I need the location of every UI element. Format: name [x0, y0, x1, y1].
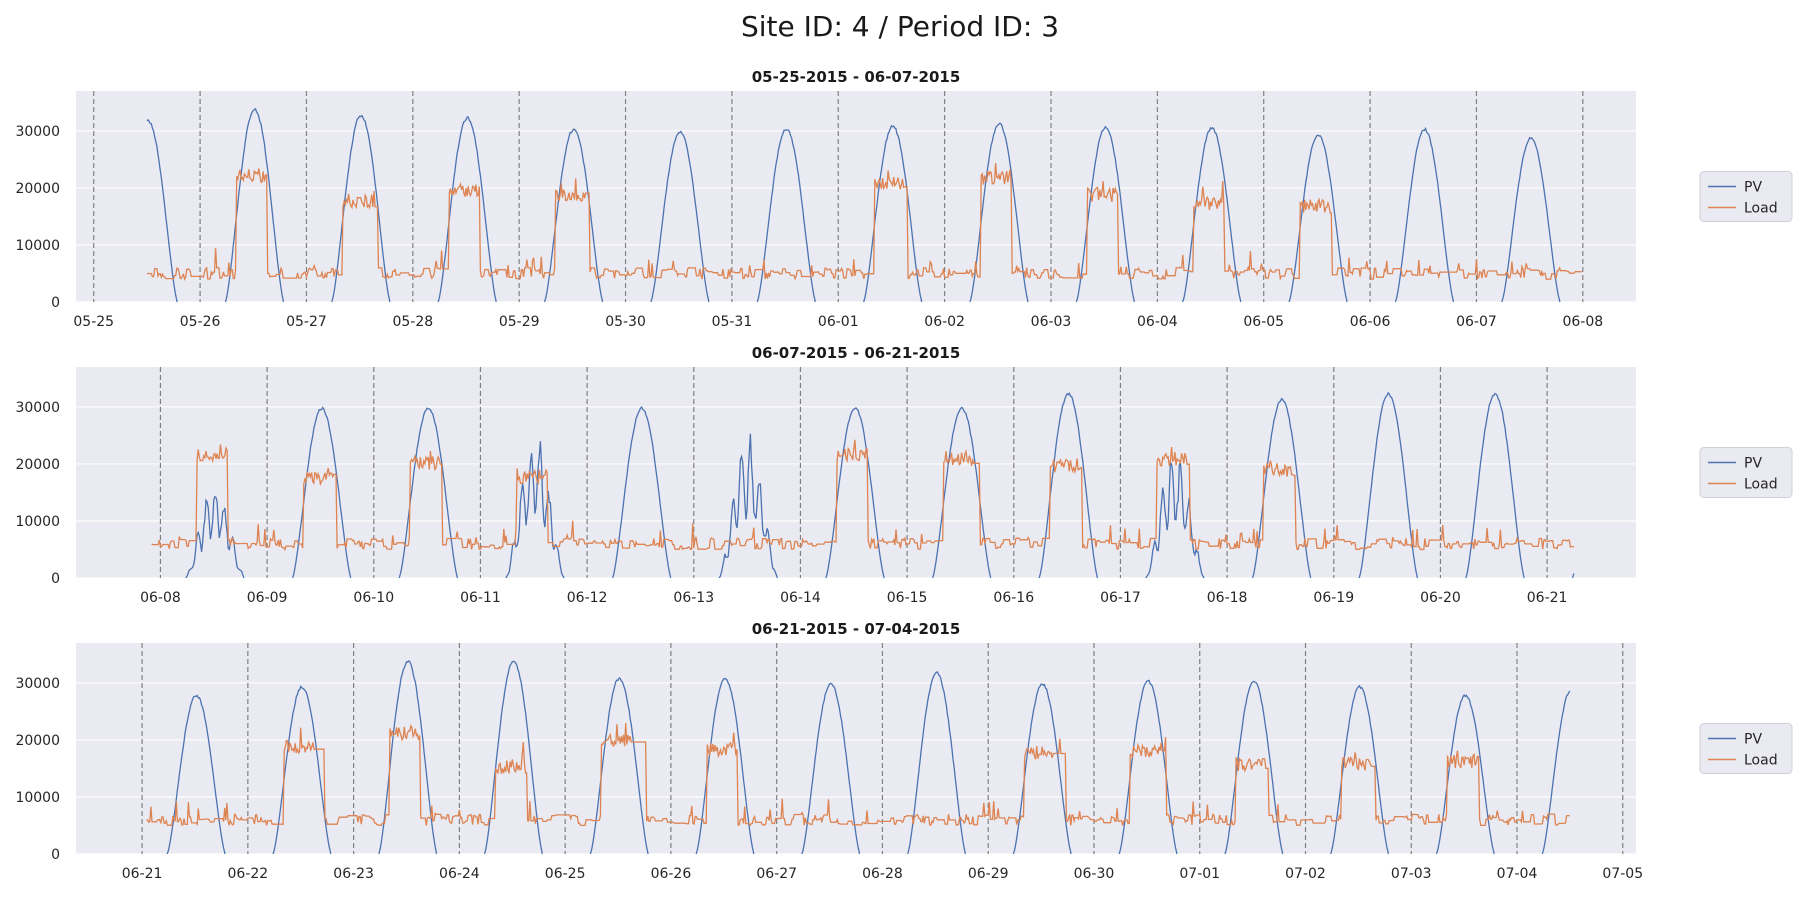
legend: PV Load	[1699, 447, 1793, 498]
y-tick-label: 10000	[15, 514, 60, 530]
x-tick-label: 06-01	[818, 314, 859, 330]
legend-box	[1699, 447, 1793, 498]
x-tick-label: 07-05	[1602, 866, 1643, 882]
legend-label-pv: PV	[1744, 456, 1762, 472]
subplot-title: 06-21-2015 - 07-04-2015	[752, 620, 961, 638]
figure-title: Site ID: 4 / Period ID: 3	[740, 10, 1060, 43]
y-tick-label: 10000	[15, 790, 60, 806]
x-tick-label: 06-20	[1420, 590, 1461, 606]
x-tick-label: 06-23	[333, 866, 374, 882]
x-tick-label: 06-29	[968, 866, 1009, 882]
y-tick-label: 20000	[15, 733, 60, 749]
x-tick-label: 05-28	[392, 314, 433, 330]
x-tick-label: 07-04	[1497, 866, 1538, 882]
x-tick-label: 06-19	[1313, 590, 1354, 606]
axes-background	[76, 367, 1636, 578]
x-tick-label: 06-15	[887, 590, 928, 606]
x-tick-label: 06-05	[1243, 314, 1284, 330]
series-line-load	[151, 439, 1575, 552]
y-tick-label: 20000	[15, 181, 60, 197]
x-tick-label: 06-17	[1100, 590, 1141, 606]
x-tick-label: 06-03	[1031, 314, 1072, 330]
legend-label-load: Load	[1744, 753, 1778, 769]
x-tick-label: 06-08	[140, 590, 181, 606]
x-tick-label: 06-10	[353, 590, 394, 606]
legend-label-pv: PV	[1744, 180, 1762, 196]
legend: PV Load	[1699, 171, 1793, 222]
legend-box	[1699, 171, 1793, 222]
series-line-pv	[185, 391, 1575, 578]
subplot-3: 0 10000 20000 30000 06-21 06-22 06-23 06-24 06-2…	[15, 620, 1793, 882]
x-tick-label: 07-01	[1179, 866, 1220, 882]
subplot-title: 06-07-2015 - 06-21-2015	[752, 344, 961, 362]
y-tick-label: 30000	[15, 676, 60, 692]
x-tick-label: 06-28	[862, 866, 903, 882]
x-tick-label: 06-16	[993, 590, 1034, 606]
x-tick-label: 05-26	[180, 314, 221, 330]
x-tick-label: 06-06	[1350, 314, 1391, 330]
legend-label-load: Load	[1744, 477, 1778, 493]
legend-box	[1699, 723, 1793, 774]
x-tick-label: 06-14	[780, 590, 821, 606]
x-tick-label: 06-08	[1562, 314, 1603, 330]
legend-label-pv: PV	[1744, 732, 1762, 748]
x-tick-label: 06-11	[460, 590, 501, 606]
x-tick-label: 06-25	[545, 866, 586, 882]
y-tick-label: 10000	[15, 238, 60, 254]
y-tick-label: 0	[51, 571, 60, 587]
x-tick-label: 06-21	[1527, 590, 1568, 606]
x-tick-label: 06-09	[247, 590, 288, 606]
x-tick-label: 06-30	[1074, 866, 1115, 882]
x-tick-label: 05-25	[73, 314, 114, 330]
x-tick-label: 05-29	[499, 314, 540, 330]
x-tick-label: 06-07	[1456, 314, 1497, 330]
x-tick-label: 06-26	[651, 866, 692, 882]
x-tick-label: 05-30	[605, 314, 646, 330]
x-tick-label: 06-21	[122, 866, 163, 882]
x-tick-label: 05-31	[712, 314, 753, 330]
subplot-2: 0 10000 20000 30000 06-08 06-09 06-10 06-11 06-1…	[15, 344, 1793, 606]
subplot-title: 05-25-2015 - 06-07-2015	[752, 68, 961, 86]
x-tick-label: 06-13	[673, 590, 714, 606]
axes-background	[76, 91, 1636, 302]
y-tick-label: 30000	[15, 124, 60, 140]
x-tick-label: 06-27	[756, 866, 797, 882]
x-tick-label: 06-22	[228, 866, 269, 882]
x-tick-label: 07-03	[1391, 866, 1432, 882]
x-tick-label: 06-24	[439, 866, 480, 882]
x-tick-label: 06-02	[924, 314, 965, 330]
y-tick-label: 30000	[15, 400, 60, 416]
series-line-load	[146, 722, 1570, 827]
x-tick-label: 06-04	[1137, 314, 1178, 330]
y-tick-label: 0	[51, 847, 60, 863]
subplot-1: 0 10000 20000 30000 05-25 05-26 05-27 05-28 05-2…	[15, 68, 1793, 330]
x-tick-label: 07-02	[1285, 866, 1326, 882]
y-tick-label: 0	[51, 295, 60, 311]
x-tick-label: 06-12	[567, 590, 608, 606]
series-line-pv	[146, 107, 1561, 302]
legend: PV Load	[1699, 723, 1793, 774]
y-tick-label: 20000	[15, 457, 60, 473]
x-tick-label: 06-18	[1207, 590, 1248, 606]
series-line-load	[146, 163, 1582, 282]
x-tick-label: 05-27	[286, 314, 327, 330]
legend-label-load: Load	[1744, 201, 1778, 217]
